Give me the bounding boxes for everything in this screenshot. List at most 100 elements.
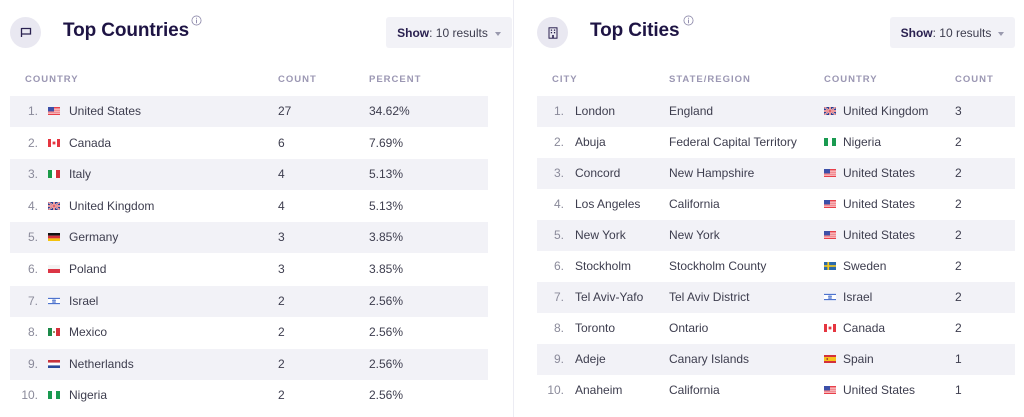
country-percent: 2.56% [369, 356, 404, 371]
city-name[interactable]: Concord [575, 166, 621, 180]
table-row[interactable]: 2. Abuja Federal Capital Territory Nigeria 2 [537, 127, 1015, 158]
table-row[interactable]: 5. New York New York United States 2 [537, 220, 1015, 251]
city-count: 2 [955, 135, 962, 149]
flag-us-icon [824, 200, 836, 208]
flag-icon-badge [10, 17, 41, 48]
show-value: : 10 results [932, 25, 992, 40]
table-row[interactable]: 6. Poland 3 3.85% [10, 254, 488, 285]
row-rank: 10. [547, 383, 564, 397]
country-name[interactable]: Poland [69, 262, 107, 276]
show-results-dropdown[interactable]: Show : 10 results [386, 17, 512, 48]
table-row[interactable]: 7. Israel 2 2.56% [10, 285, 488, 317]
building-icon-badge [537, 17, 568, 48]
row-rank: 4. [27, 198, 38, 213]
city-region: England [669, 104, 714, 118]
table-row[interactable]: 8. Toronto Ontario Canada 2 [537, 313, 1015, 344]
country-name[interactable]: Italy [69, 167, 92, 182]
info-icon[interactable] [683, 15, 694, 26]
row-rank: 8. [553, 321, 564, 335]
table-row[interactable]: 4. United Kingdom 4 5.13% [10, 191, 488, 222]
city-count: 2 [955, 321, 962, 335]
city-region: California [669, 383, 720, 397]
country-percent: 7.69% [369, 135, 404, 150]
table-row[interactable]: 9. Adeje Canary Islands Spain 1 [537, 344, 1015, 375]
top-countries-panel: Top Countries Show : 10 results COUNTRY … [10, 15, 512, 411]
flag-gb-icon [48, 201, 60, 210]
chevron-down-icon [494, 31, 501, 36]
city-country: United States [843, 197, 916, 211]
city-name[interactable]: Stockholm [575, 259, 632, 273]
column-header-state-region[interactable]: STATE/REGION [669, 74, 751, 85]
country-percent: 34.62% [369, 104, 410, 118]
table-row[interactable]: 4. Los Angeles California United States 2 [537, 189, 1015, 220]
city-region: Federal Capital Territory [669, 135, 797, 149]
panel-title: Top Countries [63, 20, 190, 41]
country-name[interactable]: Germany [69, 230, 119, 245]
show-results-dropdown[interactable]: Show : 10 results [890, 17, 1015, 48]
country-count: 27 [278, 104, 292, 118]
city-name[interactable]: Abuja [575, 135, 606, 149]
country-name[interactable]: Mexico [69, 325, 108, 340]
table-row[interactable]: 8. Mexico 2 2.56% [10, 317, 488, 348]
table-row[interactable]: 5. Germany 3 3.85% [10, 222, 488, 254]
city-region: New York [669, 228, 720, 242]
column-header-city[interactable]: CITY [552, 74, 578, 85]
table-row[interactable]: 6. Stockholm Stockholm County Sweden 2 [537, 251, 1015, 282]
top-cities-panel: Top Cities Show : 10 results CITY STATE/… [514, 0, 1024, 417]
table-row[interactable]: 3. Concord New Hampshire United States 2 [537, 158, 1015, 189]
city-region: New Hampshire [669, 166, 755, 180]
country-name[interactable]: Netherlands [69, 356, 134, 371]
column-header-country[interactable]: COUNTRY [824, 74, 878, 85]
column-header-country[interactable]: COUNTRY [25, 74, 79, 85]
city-name[interactable]: Los Angeles [575, 197, 641, 211]
column-header-count[interactable]: COUNT [278, 74, 317, 85]
row-rank: 3. [553, 166, 564, 180]
country-name[interactable]: Nigeria [69, 388, 108, 403]
row-rank: 6. [553, 259, 564, 273]
row-rank: 8. [27, 325, 38, 340]
flag-ng-icon [824, 138, 836, 146]
row-rank: 2. [27, 135, 38, 150]
country-name[interactable]: United States [69, 104, 142, 118]
city-region: Canary Islands [669, 352, 750, 366]
city-name[interactable]: New York [575, 228, 626, 242]
column-header-count[interactable]: COUNT [955, 74, 994, 85]
flag-se-icon [824, 262, 836, 270]
country-name[interactable]: Israel [69, 293, 99, 308]
table-row[interactable]: 10. Nigeria 2 2.56% [10, 380, 488, 411]
row-rank: 2. [553, 135, 564, 149]
country-count: 4 [278, 198, 285, 213]
city-region: Stockholm County [669, 259, 767, 273]
country-percent: 5.13% [369, 167, 404, 182]
city-name[interactable]: Tel Aviv-Yafo [575, 290, 644, 304]
city-name[interactable]: Anaheim [575, 383, 623, 397]
table-row[interactable]: 2. Canada 6 7.69% [10, 128, 488, 159]
city-region: Tel Aviv District [669, 290, 750, 304]
country-name[interactable]: Canada [69, 135, 112, 150]
row-rank: 9. [27, 356, 38, 371]
table-row[interactable]: 10. Anaheim California United States 1 [537, 375, 1015, 406]
info-icon[interactable] [191, 15, 202, 26]
city-region: California [669, 197, 720, 211]
city-name[interactable]: Toronto [575, 321, 616, 335]
table-row[interactable]: 3. Italy 4 5.13% [10, 159, 488, 191]
city-name[interactable]: Adeje [575, 352, 606, 366]
city-country: Canada [843, 321, 886, 335]
city-country: United States [843, 166, 916, 180]
flag-us-icon [48, 107, 60, 115]
column-header-percent[interactable]: PERCENT [369, 74, 422, 85]
flag-icon [20, 27, 31, 37]
table-row[interactable]: 9. Netherlands 2 2.56% [10, 348, 488, 380]
country-name[interactable]: United Kingdom [69, 198, 155, 213]
country-percent: 2.56% [369, 293, 404, 308]
table-row[interactable]: 1. United States 27 34.62% [10, 96, 488, 127]
flag-us-icon [824, 169, 836, 177]
table-row[interactable]: 1. London England United Kingdom 3 [537, 96, 1015, 127]
show-label: Show [900, 25, 933, 40]
table-row[interactable]: 7. Tel Aviv-Yafo Tel Aviv District Israel 2 [537, 282, 1015, 313]
row-rank: 7. [27, 293, 38, 308]
row-rank: 6. [27, 262, 38, 276]
flag-es-icon [824, 355, 836, 363]
city-count: 1 [955, 352, 962, 366]
city-name[interactable]: London [575, 104, 616, 118]
